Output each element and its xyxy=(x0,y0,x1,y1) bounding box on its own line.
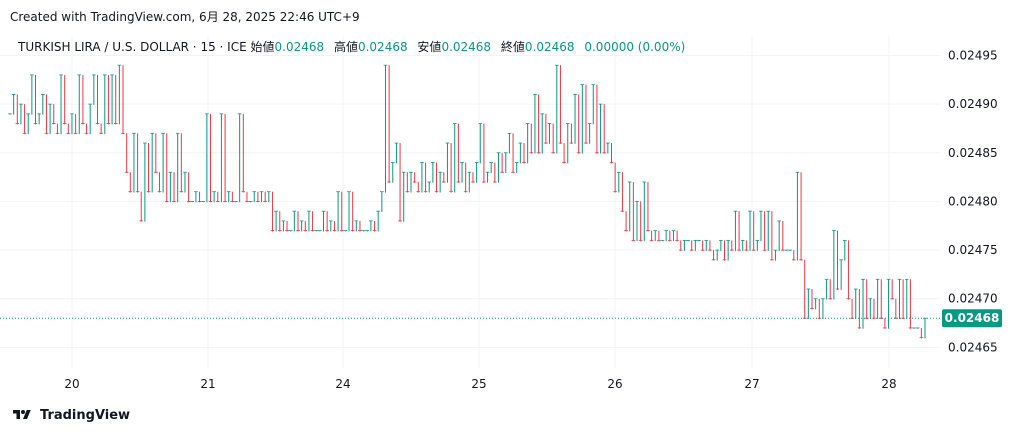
time-axis: 20 21 24 25 26 27 28 xyxy=(64,377,896,391)
price-tick-label: 0.02480 xyxy=(948,194,998,208)
price-tick-label: 0.02465 xyxy=(948,340,998,354)
time-tick-label: 21 xyxy=(200,377,215,391)
price-tick-label: 0.02470 xyxy=(948,292,998,306)
time-tick-label: 20 xyxy=(64,377,79,391)
change-value: 0.00000 (0.00%) xyxy=(584,40,686,54)
high-label: 高値 xyxy=(333,40,358,54)
time-tick-label: 25 xyxy=(471,377,486,391)
symbol-name: TURKISH LIRA / U.S. DOLLAR · 15 · ICE xyxy=(18,40,247,54)
price-axis: 0.02495 0.02490 0.02485 0.02480 0.02475 0.024… xyxy=(948,48,998,354)
close-label: 終値 xyxy=(500,40,525,54)
last-price-label: 0.02468 xyxy=(942,309,1002,328)
brand-name: TradingView xyxy=(40,407,131,423)
last-price-value: 0.02468 xyxy=(945,311,1000,325)
created-with-text: Created with TradingView.com, 6月 28, 202… xyxy=(10,10,360,24)
low-label: 安値 xyxy=(417,40,442,54)
price-tick-label: 0.02475 xyxy=(948,243,998,257)
open-value: 0.02468 xyxy=(274,40,325,54)
last-price-badge xyxy=(942,309,1002,328)
close-value: 0.02468 xyxy=(524,40,575,54)
tradingview-brand[interactable]: TradingView xyxy=(10,404,130,426)
time-tick-label: 26 xyxy=(607,377,622,391)
candles xyxy=(8,64,927,339)
tradingview-logo-icon xyxy=(13,410,31,419)
open-label: 始値 xyxy=(250,40,275,54)
price-chart[interactable]: 0.02495 0.02490 0.02485 0.02480 0.02475 0.024… xyxy=(0,30,1024,402)
price-tick-label: 0.02490 xyxy=(948,97,998,111)
price-tick-label: 0.02485 xyxy=(948,146,998,160)
time-tick-label: 27 xyxy=(744,377,759,391)
low-value: 0.02468 xyxy=(441,40,492,54)
high-value: 0.02468 xyxy=(357,40,408,54)
time-tick-label: 24 xyxy=(335,377,350,391)
time-tick-label: 28 xyxy=(881,377,896,391)
price-tick-label: 0.02495 xyxy=(948,48,998,62)
symbol-legend: TURKISH LIRA / U.S. DOLLAR · 15 · ICE 始値… xyxy=(18,38,691,55)
